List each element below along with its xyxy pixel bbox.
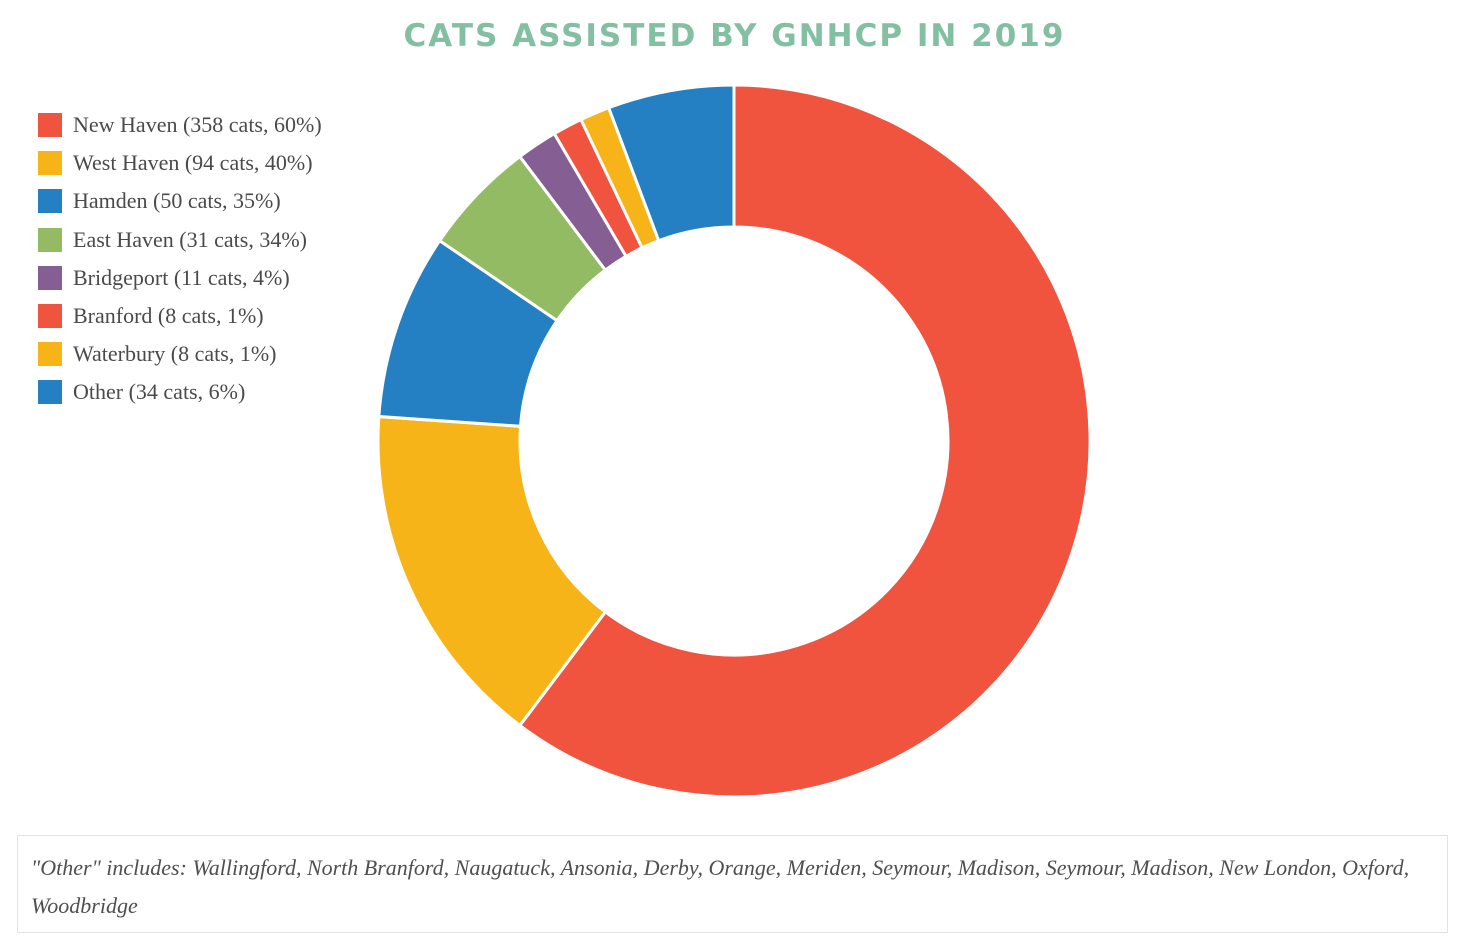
legend-swatch bbox=[38, 113, 62, 138]
legend-label: Bridgeport (11 cats, 4%) bbox=[73, 264, 290, 290]
legend-label: West Haven (94 cats, 40%) bbox=[73, 150, 313, 176]
legend-swatch bbox=[38, 304, 62, 329]
legend-swatch bbox=[38, 342, 62, 367]
legend-item-west-haven: West Haven (94 cats, 40%) bbox=[38, 144, 322, 182]
legend-label: East Haven (31 cats, 34%) bbox=[73, 226, 307, 252]
legend-label: New Haven (358 cats, 60%) bbox=[73, 112, 322, 138]
legend-label: Other (34 cats, 6%) bbox=[73, 379, 246, 405]
legend-item-hamden: Hamden (50 cats, 35%) bbox=[38, 182, 322, 220]
footnote-box: "Other" includes: Wallingford, North Bra… bbox=[17, 835, 1448, 933]
legend-label: Branford (8 cats, 1%) bbox=[73, 303, 264, 329]
donut-slice-other bbox=[606, 83, 736, 243]
legend-item-bridgeport: Bridgeport (11 cats, 4%) bbox=[38, 259, 322, 297]
chart-title: CATS ASSISTED BY GNHCP IN 2019 bbox=[403, 18, 1066, 54]
legend-swatch bbox=[38, 227, 62, 252]
donut-slice-new-haven bbox=[517, 83, 1092, 799]
footnote-text: "Other" includes: Wallingford, North Bra… bbox=[31, 855, 1410, 918]
legend-swatch bbox=[38, 151, 62, 176]
legend-swatch bbox=[38, 380, 62, 405]
legend-item-new-haven: New Haven (358 cats, 60%) bbox=[38, 106, 322, 144]
legend-item-other: Other (34 cats, 6%) bbox=[38, 373, 322, 411]
legend-swatch bbox=[38, 189, 62, 214]
legend-label: Waterbury (8 cats, 1%) bbox=[73, 341, 277, 367]
legend-swatch bbox=[38, 265, 62, 290]
donut-slice-west-haven bbox=[376, 414, 608, 728]
legend-item-waterbury: Waterbury (8 cats, 1%) bbox=[38, 335, 322, 373]
donut-chart bbox=[376, 83, 1092, 799]
legend-item-east-haven: East Haven (31 cats, 34%) bbox=[38, 221, 322, 259]
legend-item-branford: Branford (8 cats, 1%) bbox=[38, 297, 322, 335]
legend: New Haven (358 cats, 60%) West Haven (94… bbox=[38, 106, 322, 412]
legend-label: Hamden (50 cats, 35%) bbox=[73, 188, 281, 214]
